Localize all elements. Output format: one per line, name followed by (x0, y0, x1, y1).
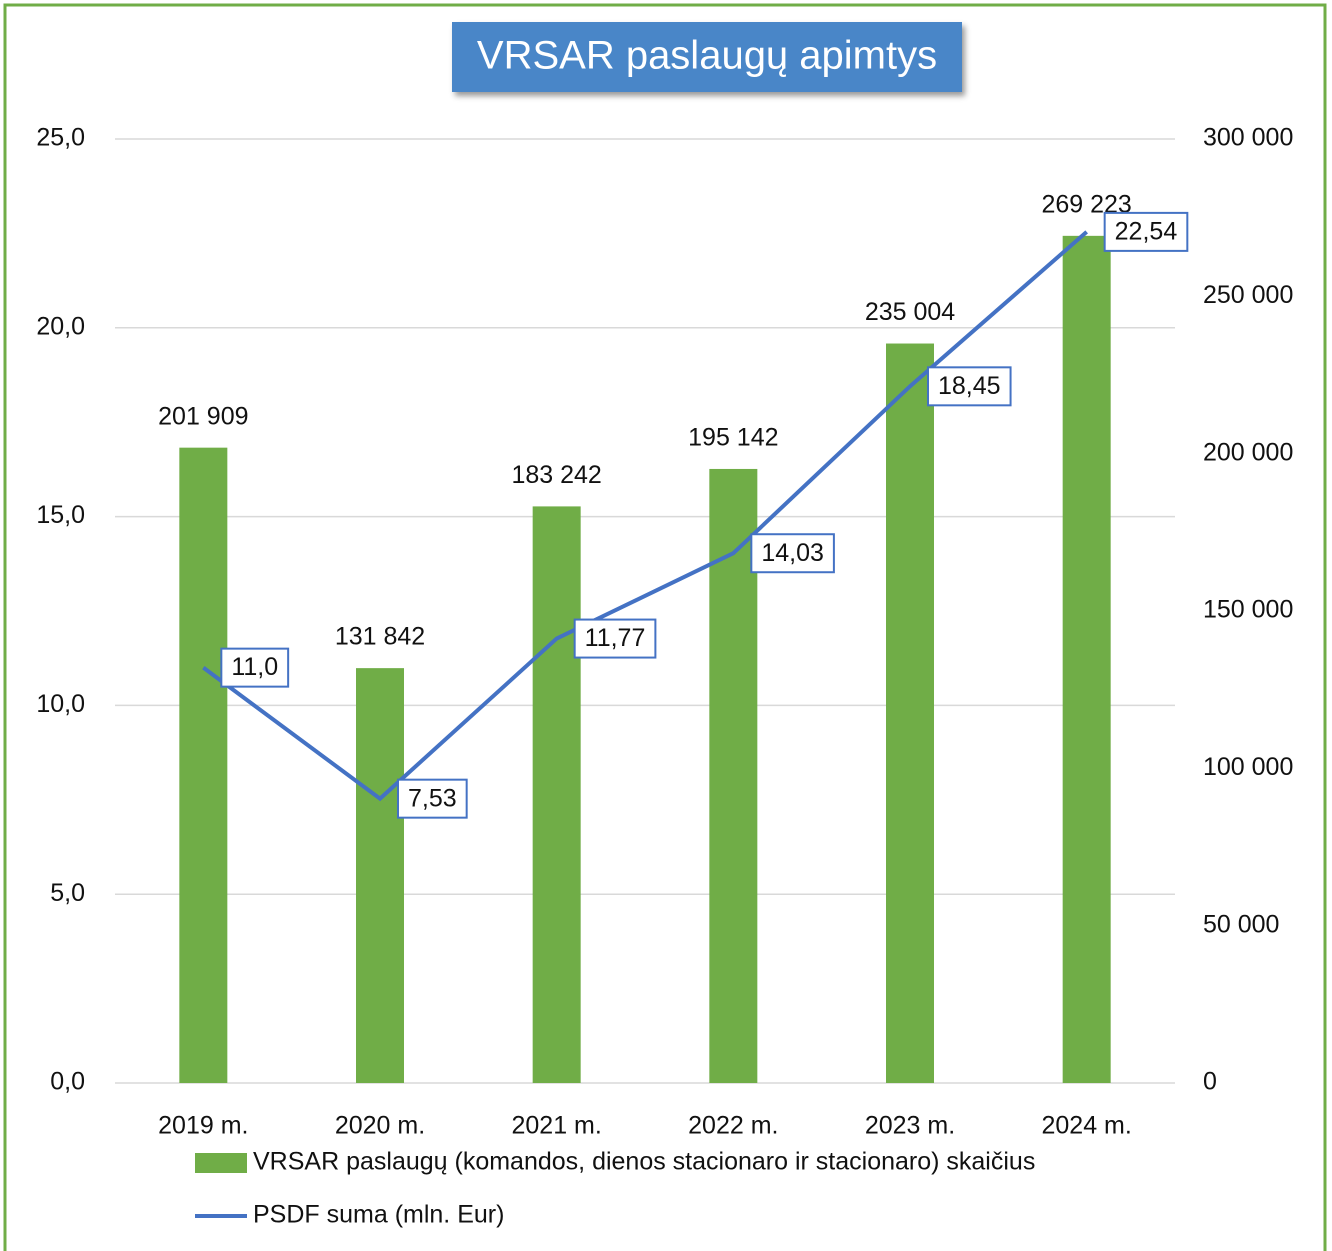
x-tick-label: 2020 m. (335, 1112, 425, 1140)
x-tick-label: 2019 m. (158, 1112, 248, 1140)
y2-tick-label: 200 000 (1203, 438, 1293, 466)
bar (709, 468, 758, 1083)
line-label-box (927, 366, 1012, 407)
legend-label: PSDF suma (mln. Eur) (253, 1201, 504, 1229)
bar (886, 343, 934, 1083)
y-tick-label: 5,0 (50, 879, 85, 907)
bar-value-label: 195 142 (688, 424, 778, 452)
line-value-label: 14,03 (761, 539, 824, 567)
y2-tick-label: 0 (1203, 1068, 1217, 1096)
x-tick-label: 2024 m. (1041, 1112, 1131, 1140)
y2-tick-label: 150 000 (1203, 596, 1293, 624)
y-tick-label: 15,0 (36, 501, 85, 529)
y-tick-label: 10,0 (36, 690, 85, 718)
y2-tick-label: 300 000 (1203, 124, 1293, 152)
bar (356, 668, 404, 1083)
bar-value-label: 235 004 (865, 298, 955, 326)
y2-tick-label: 100 000 (1203, 753, 1293, 781)
bar-value-label: 201 909 (158, 402, 248, 430)
line (202, 230, 1088, 802)
y2-tick-label: 250 000 (1203, 281, 1293, 309)
y-tick-label: 20,0 (36, 312, 85, 340)
y-tick-label: 0,0 (50, 1068, 85, 1096)
line-value-label: 7,53 (408, 784, 457, 812)
line-label-box (573, 618, 657, 659)
line-value-label: 11,77 (585, 624, 646, 652)
legend-swatch (195, 1153, 247, 1173)
bar (179, 447, 228, 1083)
bar (532, 506, 581, 1083)
line-value-label: 18,45 (938, 372, 1001, 400)
x-tick-label: 2021 m. (511, 1112, 601, 1140)
bar-value-label: 183 242 (511, 461, 601, 489)
line-label-box (750, 533, 835, 574)
bar-value-label: 131 842 (335, 623, 425, 651)
y-tick-label: 25,0 (36, 124, 85, 152)
x-tick-label: 2022 m. (688, 1112, 778, 1140)
bar (1062, 235, 1111, 1083)
line-value-label: 11,0 (231, 653, 278, 681)
x-tick-label: 2023 m. (865, 1112, 955, 1140)
line-label-box (1103, 211, 1189, 252)
y2-tick-label: 50 000 (1203, 910, 1279, 938)
chart-title: VRSAR paslaugų apimtys (477, 34, 937, 78)
legend-label: VRSAR paslaugų (komandos, dienos stacion… (253, 1148, 1035, 1176)
line-label-box (397, 778, 468, 819)
line-value-label: 22,54 (1115, 217, 1178, 245)
title-box (452, 22, 962, 92)
line-label-box (220, 647, 290, 688)
